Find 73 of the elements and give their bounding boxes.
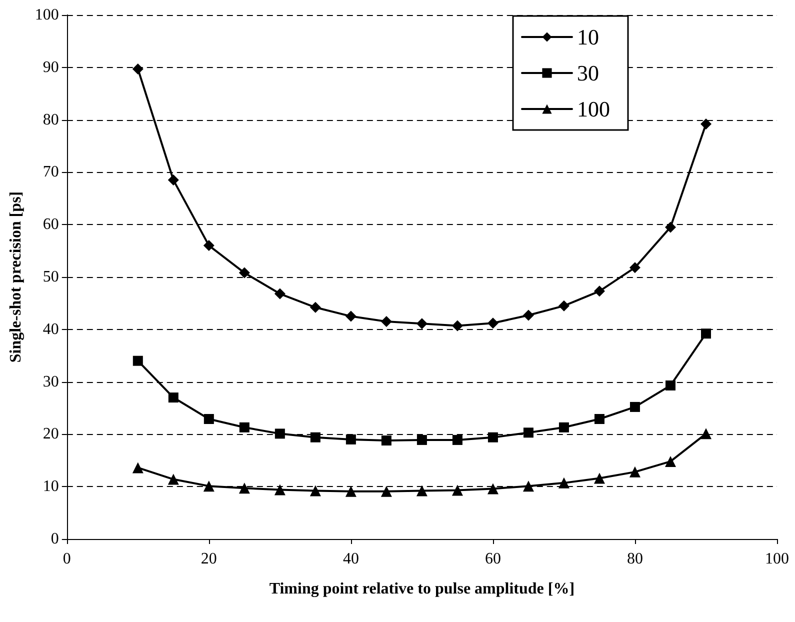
point (452, 320, 463, 332)
point (310, 485, 321, 496)
point (132, 462, 144, 474)
y-tick-label: 60 (42, 216, 59, 234)
y-tick-label: 50 (42, 268, 59, 286)
point (664, 456, 676, 467)
point (168, 174, 179, 186)
point (380, 316, 392, 328)
point (238, 482, 250, 494)
point (274, 288, 286, 300)
point (238, 267, 250, 278)
point (168, 392, 178, 403)
point (452, 484, 463, 496)
point (345, 486, 356, 497)
point (630, 402, 640, 412)
point (132, 356, 143, 366)
point (629, 466, 640, 478)
y-tick-label: 10 (42, 478, 59, 496)
point (594, 472, 605, 484)
x-tick-label: 40 (342, 550, 359, 568)
point (558, 477, 570, 488)
point (700, 428, 712, 440)
point (204, 414, 214, 424)
point (452, 434, 462, 445)
point (416, 434, 427, 445)
point (522, 480, 534, 492)
point (665, 380, 676, 390)
point (700, 118, 712, 130)
point (239, 422, 250, 432)
point (523, 428, 534, 438)
point (629, 262, 640, 274)
y-tick-label: 80 (42, 111, 59, 128)
point (203, 480, 214, 492)
point (558, 422, 569, 432)
point (416, 485, 428, 496)
x-tick-label: 100 (765, 550, 789, 568)
point (487, 483, 498, 494)
y-tick-label: 40 (42, 320, 59, 338)
y-axis-title: Single-shot precision [ps] (8, 191, 24, 363)
point (274, 484, 286, 496)
y-tick-label: 90 (42, 58, 59, 76)
y-tick-label: 70 (42, 164, 59, 181)
x-tick-label: 80 (626, 550, 643, 568)
point (416, 318, 428, 330)
point (488, 432, 498, 442)
point (381, 435, 392, 446)
y-tick-label: 20 (42, 426, 59, 443)
legend-label: 30 (577, 60, 599, 86)
point (380, 486, 392, 497)
point (522, 310, 534, 321)
y-tick-label: 30 (42, 373, 59, 390)
point (310, 432, 320, 442)
point (203, 240, 214, 252)
x-tick-label: 0 (62, 550, 71, 568)
point (487, 318, 498, 329)
point (346, 434, 356, 444)
point (664, 222, 676, 233)
point (594, 286, 605, 297)
point (132, 63, 144, 74)
x-tick-label: 20 (200, 550, 217, 568)
point (345, 310, 356, 322)
y-tick-label: 100 (34, 6, 59, 24)
point (594, 414, 604, 424)
point (274, 428, 285, 439)
point (700, 328, 711, 339)
x-tick-label: 60 (484, 550, 501, 568)
point (558, 300, 570, 312)
point (310, 302, 321, 313)
y-tick-label: 0 (50, 530, 59, 548)
legend-label: 10 (577, 24, 599, 50)
legend-label: 100 (577, 96, 610, 122)
point (168, 474, 179, 485)
x-axis-title: Timing point relative to pulse amplitude [%] (269, 580, 575, 598)
